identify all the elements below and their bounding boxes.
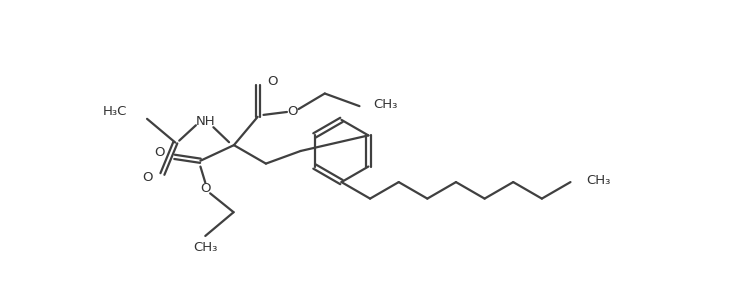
Text: O: O: [267, 75, 278, 88]
Text: NH: NH: [196, 115, 215, 128]
Text: O: O: [154, 146, 165, 158]
Text: CH₃: CH₃: [373, 98, 398, 111]
Text: CH₃: CH₃: [586, 174, 611, 187]
Text: O: O: [287, 106, 298, 118]
Text: O: O: [142, 171, 153, 184]
Text: H₃C: H₃C: [103, 105, 128, 118]
Text: O: O: [200, 182, 211, 195]
Text: CH₃: CH₃: [193, 241, 217, 254]
